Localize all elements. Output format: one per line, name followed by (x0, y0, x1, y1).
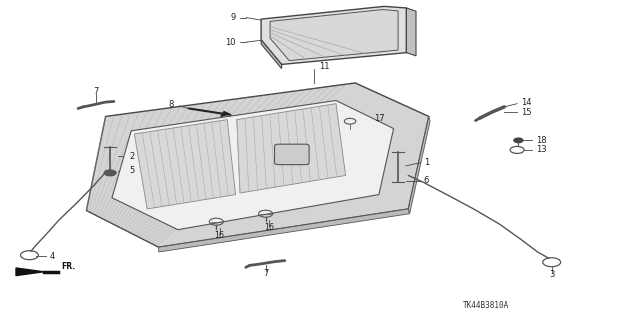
FancyBboxPatch shape (275, 144, 309, 165)
Circle shape (104, 170, 116, 176)
Polygon shape (408, 116, 430, 214)
Text: FR.: FR. (61, 262, 75, 271)
Polygon shape (270, 10, 398, 61)
Text: 15: 15 (521, 108, 531, 117)
Text: 17: 17 (374, 114, 385, 122)
Polygon shape (86, 83, 429, 247)
Text: 16: 16 (214, 231, 225, 240)
Text: 9: 9 (230, 13, 236, 22)
Polygon shape (112, 100, 394, 230)
Text: 7: 7 (263, 269, 268, 278)
Text: 18: 18 (536, 136, 547, 145)
Text: 6: 6 (424, 176, 429, 185)
Text: 5: 5 (129, 166, 134, 175)
Text: 3: 3 (549, 270, 554, 279)
Text: 16: 16 (264, 223, 274, 232)
Text: 4: 4 (50, 252, 55, 261)
Text: 1: 1 (424, 158, 429, 167)
Text: 2: 2 (129, 152, 134, 161)
Text: 12: 12 (247, 150, 257, 159)
Polygon shape (159, 209, 410, 252)
Polygon shape (261, 6, 406, 64)
Text: 14: 14 (521, 98, 531, 107)
Text: TK44B3810A: TK44B3810A (463, 301, 509, 310)
Polygon shape (221, 112, 229, 116)
Text: 10: 10 (225, 38, 236, 47)
Polygon shape (134, 120, 236, 209)
Text: 13: 13 (536, 145, 547, 154)
Polygon shape (237, 104, 346, 193)
Polygon shape (261, 40, 282, 69)
Text: 7: 7 (93, 87, 99, 96)
Text: 8: 8 (169, 100, 174, 109)
Circle shape (514, 138, 523, 143)
Polygon shape (406, 8, 416, 56)
Text: 11: 11 (319, 63, 329, 71)
Polygon shape (16, 268, 44, 276)
